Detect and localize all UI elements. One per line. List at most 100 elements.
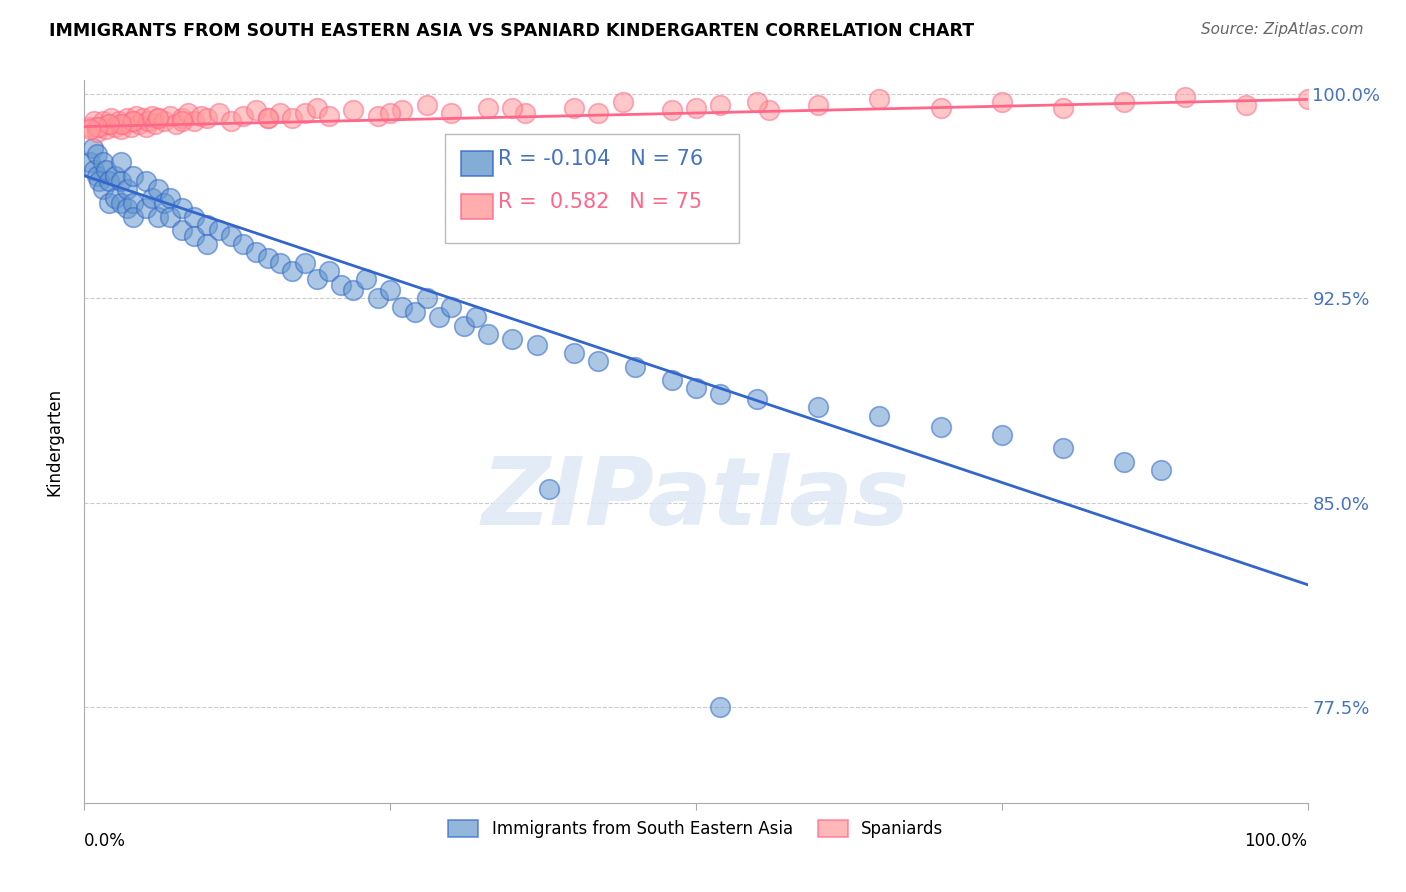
Point [159,190,181,204]
Point [208,106,231,120]
Text: 0.0%: 0.0% [84,831,127,850]
Point [440,106,463,120]
Point [929,101,952,115]
Point [330,277,353,292]
Point [257,112,280,126]
Point [1296,92,1319,106]
Point [115,182,138,196]
Point [305,101,328,115]
Point [112,117,135,131]
Point [135,174,157,188]
Point [120,120,142,134]
Point [294,106,316,120]
Point [122,114,145,128]
Point [367,292,389,306]
Point [96,122,118,136]
Point [747,95,769,109]
Point [367,109,389,123]
Point [91,114,114,128]
Point [146,112,169,126]
Point [146,112,169,126]
Point [232,236,254,251]
Point [269,256,291,270]
Point [1174,89,1197,103]
Point [110,196,132,211]
Point [404,305,426,319]
Text: R =  0.582   N = 75: R = 0.582 N = 75 [498,193,702,212]
Point [257,251,280,265]
Text: ZIPatlas: ZIPatlas [482,453,910,545]
Text: IMMIGRANTS FROM SOUTH EASTERN ASIA VS SPANIARD KINDERGARTEN CORRELATION CHART: IMMIGRANTS FROM SOUTH EASTERN ASIA VS SP… [49,22,974,40]
Point [110,174,132,188]
Point [122,210,145,224]
Point [110,122,132,136]
Point [416,292,439,306]
Point [115,202,138,216]
Point [281,112,304,126]
Point [125,109,148,123]
Point [807,98,830,112]
Point [79,120,101,134]
Point [318,264,340,278]
Point [153,114,176,128]
Point [380,106,402,120]
Point [195,236,218,251]
Point [97,174,120,188]
Point [477,101,499,115]
Point [97,196,120,211]
Point [143,117,166,131]
Point [513,106,536,120]
Point [135,202,157,216]
Point [427,310,450,325]
Point [86,125,108,139]
Point [758,103,780,118]
Point [869,92,891,106]
Point [165,117,187,131]
Point [1114,95,1136,109]
Point [1052,442,1074,456]
Point [172,114,194,128]
Point [96,163,118,178]
Point [100,112,122,126]
Point [128,117,150,131]
Point [453,318,475,333]
Point [159,109,181,123]
Y-axis label: Kindergarten: Kindergarten [45,387,63,496]
Point [807,401,830,415]
Point [219,228,242,243]
Point [97,117,120,131]
Point [991,427,1014,442]
Point [416,98,439,112]
Point [440,300,463,314]
Point [391,300,413,314]
Point [87,174,110,188]
Point [305,272,328,286]
Point [195,218,218,232]
Point [146,182,169,196]
Point [208,223,231,237]
Point [132,112,155,126]
Point [183,210,205,224]
Point [342,103,364,118]
Point [136,114,159,128]
Point [526,337,548,351]
Point [245,103,267,118]
Point [354,272,377,286]
Point [709,700,731,714]
Point [183,114,205,128]
Point [177,106,200,120]
Point [153,196,176,211]
Point [107,114,129,128]
Point [115,112,138,126]
Legend: Immigrants from South Eastern Asia, Spaniards: Immigrants from South Eastern Asia, Span… [441,814,950,845]
Point [929,419,952,434]
Point [342,283,364,297]
Point [685,101,707,115]
Point [612,95,634,109]
Point [685,381,707,395]
Point [1114,455,1136,469]
Point [159,210,181,224]
Point [219,114,242,128]
Point [172,202,194,216]
Point [86,169,108,183]
